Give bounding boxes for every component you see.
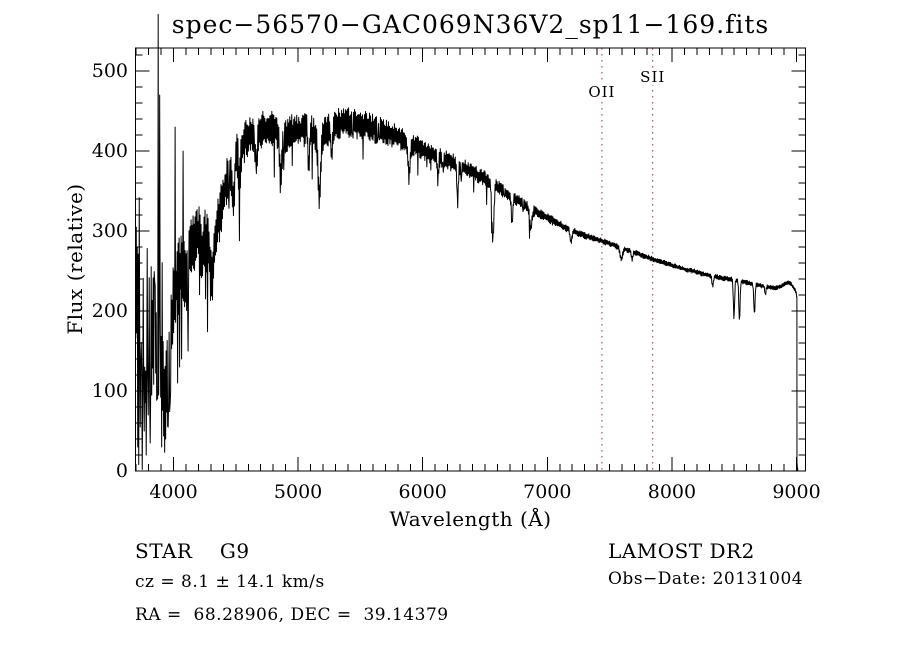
y-tick-label: 500 <box>91 60 128 83</box>
object-class-text: STAR G9 <box>135 539 250 563</box>
cz-text: cz = 8.1 ± 14.1 km/s <box>135 572 325 592</box>
plot-title: spec−56570−GAC069N36V2_sp11−169.fits <box>171 10 770 39</box>
line-marker-lines <box>601 48 654 471</box>
axis-tick-marks <box>135 48 806 472</box>
x-tick-label: 9000 <box>772 481 821 503</box>
marker-label-sii: SII <box>639 68 667 86</box>
y-axis-label: Flux (relative) <box>63 183 87 335</box>
obs-date-text: Obs−Date: 20131004 <box>608 569 804 589</box>
marker-label-oii: OII <box>587 83 617 101</box>
x-tick-label: 6000 <box>398 481 447 503</box>
y-tick-label: 400 <box>91 140 128 163</box>
plot-frame <box>135 47 806 472</box>
spectrum-line <box>135 13 799 472</box>
y-tick-label: 100 <box>91 380 128 403</box>
survey-release-text: LAMOST DR2 <box>608 539 755 563</box>
x-axis-label: Wavelength (Å) <box>389 507 552 531</box>
ra-dec-text: RA = 68.28906, DEC = 39.14379 <box>135 605 449 625</box>
y-tick-label: 0 <box>115 460 128 482</box>
x-tick-label: 4000 <box>149 481 198 503</box>
y-tick-label: 200 <box>91 300 128 323</box>
x-tick-label: 7000 <box>523 481 572 503</box>
axis-ticks <box>135 48 806 472</box>
y-tick-label: 300 <box>91 220 128 243</box>
x-tick-label: 8000 <box>647 481 697 503</box>
x-tick-label: 5000 <box>273 481 323 503</box>
